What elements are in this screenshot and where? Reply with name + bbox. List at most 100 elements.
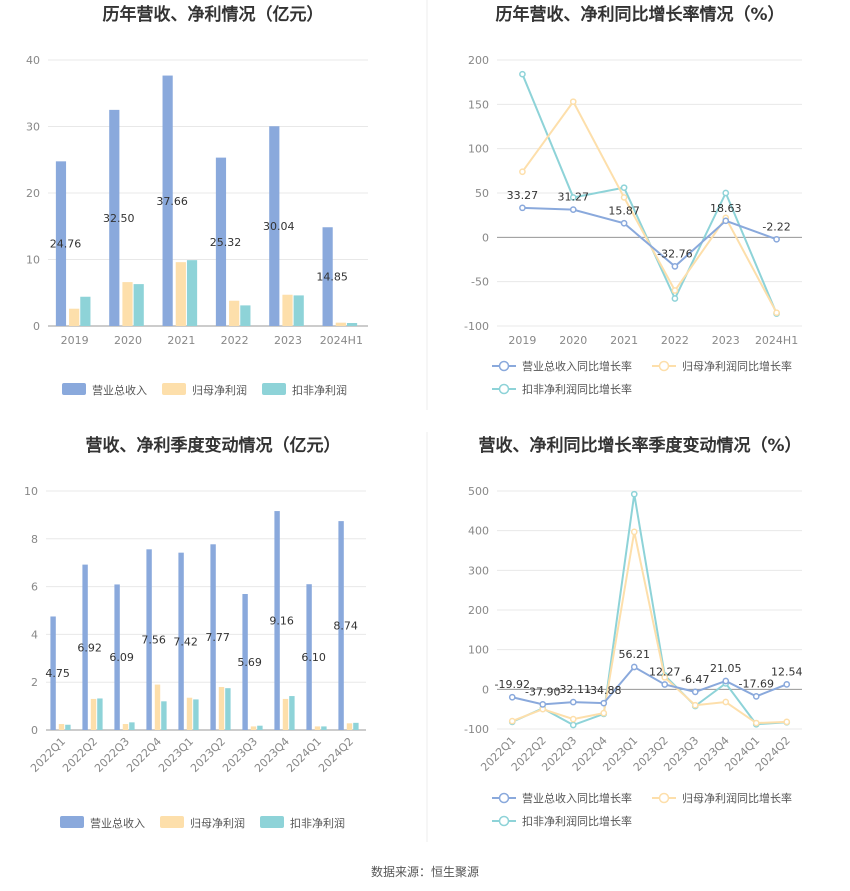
- data-label: -19.92: [495, 678, 530, 691]
- data-point: [773, 235, 780, 243]
- data-point: [783, 718, 791, 726]
- bar-deducted-profit: [289, 696, 295, 730]
- bar-revenue: [114, 584, 120, 730]
- bar-net-profit: [346, 723, 353, 730]
- data-point: [630, 663, 638, 671]
- data-point: [630, 490, 638, 498]
- chart-title: 历年营收、净利同比增长率情况（%）: [495, 4, 784, 25]
- data-label: 12.54: [771, 665, 803, 678]
- bar-net-profit: [90, 698, 97, 730]
- data-point: [630, 528, 638, 536]
- x-tick-label: 2021: [167, 334, 195, 347]
- y-tick-label: 10: [26, 254, 40, 267]
- legend-marker: [498, 792, 510, 804]
- y-tick-label: 50: [475, 187, 489, 200]
- data-point: [661, 674, 669, 681]
- bar-revenue: [269, 126, 280, 326]
- y-tick-label: 300: [468, 564, 489, 577]
- x-tick-label: 2024H1: [320, 334, 363, 347]
- data-point: [569, 194, 577, 201]
- y-tick-label: 200: [468, 54, 489, 67]
- series-line-deducted-profit: [511, 494, 787, 727]
- data-point: [783, 681, 791, 688]
- bar-deducted-profit: [193, 699, 199, 730]
- chart-panel-4: 营收、净利同比增长率季度变动情况（%） -100 0 100 200 300 400 500 2…: [464, 435, 802, 828]
- data-label: 6.92: [77, 641, 102, 654]
- bar-net-profit: [175, 262, 186, 326]
- y-tick-label: 150: [468, 98, 489, 111]
- source-note: 数据来源：恒生聚源: [371, 864, 479, 879]
- x-tick-label: 2019: [61, 334, 89, 347]
- data-label: 32.50: [103, 212, 135, 225]
- legend-label: 扣非净利润同比增长率: [522, 814, 632, 828]
- data-label: 7.77: [205, 631, 230, 644]
- data-point: [671, 263, 679, 270]
- x-tick-label: 2023: [712, 334, 740, 347]
- data-label: -34.88: [586, 684, 621, 697]
- legend-marker: [498, 815, 510, 827]
- bar-revenue: [338, 521, 344, 730]
- data-point: [600, 709, 608, 717]
- data-label: -2.22: [762, 220, 790, 233]
- y-tick-label: 0: [482, 231, 489, 244]
- data-label: 7.56: [141, 634, 166, 647]
- data-point: [691, 701, 699, 709]
- bar-deducted-profit: [346, 323, 358, 326]
- data-point: [600, 699, 608, 707]
- data-label: 6.10: [301, 651, 326, 664]
- data-point: [691, 688, 699, 696]
- y-tick-label: 100: [468, 644, 489, 657]
- data-point: [539, 701, 547, 708]
- x-tick-label: 2024Q2: [316, 735, 356, 775]
- data-label: 37.66: [156, 195, 188, 208]
- y-tick-label: -100: [464, 320, 489, 333]
- y-tick-label: 100: [468, 143, 489, 156]
- y-tick-label: -50: [471, 276, 489, 289]
- bar-net-profit: [218, 686, 225, 730]
- y-tick-label: 400: [468, 525, 489, 538]
- data-point: [508, 717, 516, 725]
- data-point: [620, 184, 628, 192]
- bar-net-profit: [122, 282, 133, 326]
- data-point: [671, 287, 679, 294]
- legend-swatch: [162, 383, 186, 395]
- bar-deducted-profit: [240, 305, 251, 326]
- data-label: 56.21: [619, 648, 651, 661]
- data-label: 7.42: [173, 635, 198, 648]
- legend-marker: [658, 360, 670, 372]
- legend-label: 营业总收入同比增长率: [522, 791, 632, 805]
- y-tick-label: 8: [31, 533, 38, 546]
- bar-revenue: [55, 161, 67, 326]
- legend-marker: [498, 383, 510, 395]
- chart-panel-1: 历年营收、净利情况（亿元） 0 10 20 30 40 2019 2020 2021 2022 20…: [26, 4, 368, 397]
- data-point: [519, 168, 526, 176]
- legend-swatch: [260, 816, 284, 828]
- data-point: [722, 189, 730, 197]
- legend-label: 归母净利润同比增长率: [682, 791, 792, 805]
- bar-net-profit: [229, 300, 240, 326]
- legend-label: 归母净利润同比增长率: [682, 359, 792, 373]
- y-tick-label: 6: [31, 581, 38, 594]
- chart-title: 营收、净利季度变动情况（亿元）: [86, 435, 341, 456]
- legend-label: 营业总收入: [90, 816, 145, 830]
- legend-label: 归母净利润: [192, 383, 247, 397]
- data-label: 8.74: [333, 620, 358, 633]
- bar-revenue: [322, 227, 333, 326]
- x-tick-label: 2022: [221, 334, 249, 347]
- bar-net-profit: [282, 698, 289, 730]
- data-label: -32.76: [657, 247, 692, 260]
- bar-revenue: [242, 594, 248, 730]
- y-tick-label: 0: [31, 724, 38, 737]
- data-point: [569, 206, 577, 213]
- data-point: [752, 693, 760, 700]
- y-tick-label: 4: [31, 628, 38, 641]
- data-point: [773, 309, 780, 317]
- series-line-revenue: [522, 206, 777, 268]
- data-point: [569, 721, 577, 729]
- bar-net-profit: [154, 684, 161, 730]
- x-tick-label: 2020: [114, 334, 142, 347]
- bar-deducted-profit: [225, 688, 231, 730]
- data-label: 18.63: [710, 202, 742, 215]
- bar-revenue: [82, 564, 88, 730]
